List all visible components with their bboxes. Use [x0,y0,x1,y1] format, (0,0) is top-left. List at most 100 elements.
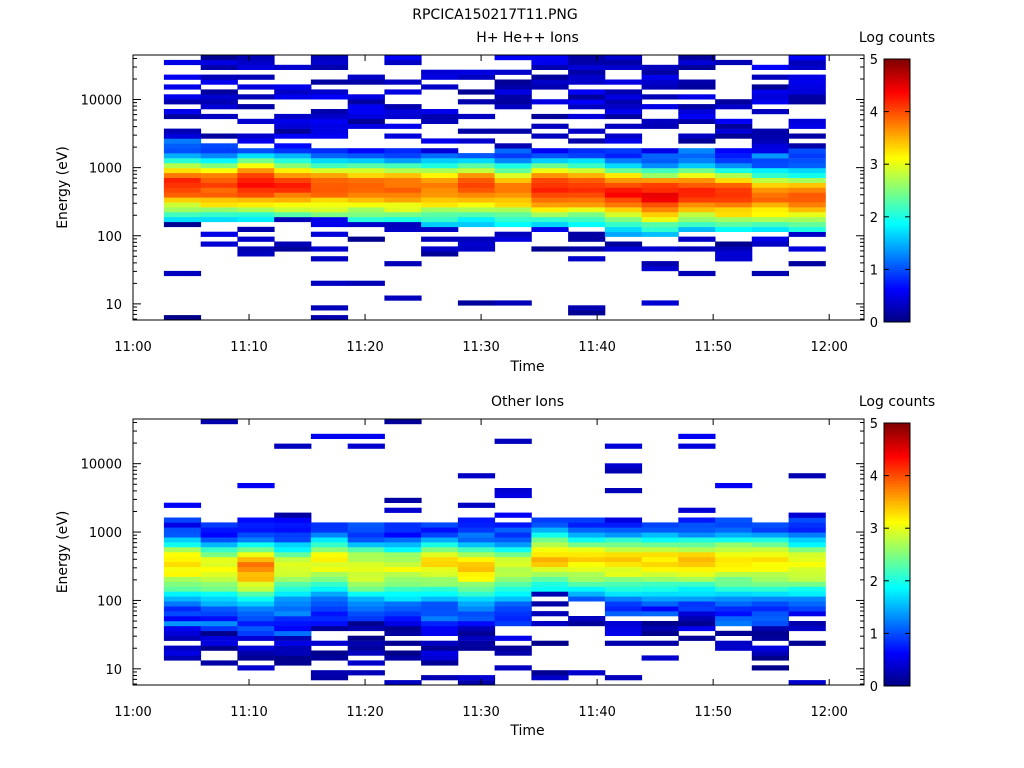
spectrogram-cell [788,148,826,154]
spectrogram-cell [604,547,643,553]
spectrogram-cell [568,532,606,538]
colorbar-segment [884,306,910,310]
spectrogram-cell [421,581,459,587]
spectrogram-cell [457,532,496,538]
spectrogram-cell [347,148,385,154]
spectrogram-cell [163,216,202,223]
spectrogram-cell [274,611,312,617]
spectrogram-cell [421,532,459,538]
spectrogram-cell [604,566,643,572]
spectrogram-cell [531,177,569,183]
spectrogram-cell [751,133,789,139]
spectrogram-cell [421,621,459,627]
spectrogram-cell [641,187,679,193]
spectrogram-cell [384,586,422,592]
spectrogram-cell [200,561,238,568]
spectrogram-cell [384,202,422,208]
spectrogram-cell [457,606,496,612]
colorbar-tick-label: 5 [870,417,878,432]
spectrogram-cell [751,630,789,636]
spectrogram-cell [678,172,716,178]
spectrogram-cell [788,532,826,538]
spectrogram-cell [531,163,569,169]
spectrogram-cell [604,527,643,533]
spectrogram-cell [457,69,496,75]
spectrogram-cell [384,630,422,636]
spectrogram-cell [494,187,532,193]
spectrogram-cell [715,630,753,636]
colorbar-segment [884,475,910,479]
spectrogram-cell [347,212,385,218]
colorbar-segment [884,227,910,231]
spectrogram-cell [604,202,643,208]
colorbar-segment [884,158,910,163]
spectrogram-cell [274,158,312,164]
spectrogram-cell [788,556,826,563]
spectrogram-cell [421,153,459,159]
spectrogram-cell [200,148,238,154]
spectrogram-cell [163,74,202,80]
x-tick-label: 11:10 [230,705,267,720]
colorbar-segment [884,557,910,561]
spectrogram-cell [347,566,385,572]
spectrogram-cell [531,537,569,543]
spectrogram-cell [200,187,238,193]
spectrogram-cell [751,138,789,144]
spectrogram-cell [274,163,312,169]
spectrogram-cell [457,202,496,208]
colorbar-segment [884,145,910,149]
spectrogram-cell [200,64,238,70]
x-tick-label: 11:00 [114,705,151,720]
spectrogram-cell [163,586,202,592]
spectrogram-cell [347,611,385,617]
spectrogram-cell [347,556,385,563]
spectrogram-cell [384,187,422,193]
spectrogram-cell [678,226,716,232]
spectrogram-cell [237,104,275,110]
spectrogram-cell [531,167,569,174]
spectrogram-cell [568,163,606,169]
spectrogram-cell [421,167,459,174]
spectrogram-cell [384,591,422,597]
colorbar-segment [884,512,910,516]
spectrogram-cell [237,561,275,568]
colorbar-segment [884,454,910,458]
colorbar-segment [884,664,910,669]
spectrogram-cell [788,552,826,558]
spectrogram-cell [310,305,349,311]
spectrogram-cell [310,187,349,193]
colorbar-segment [884,646,910,650]
spectrogram-cell [678,212,716,218]
spectrogram-cell [641,561,679,568]
colorbar-segment [884,480,910,484]
spectrogram-cell [604,133,643,139]
spectrogram-cell [274,517,312,523]
spectrogram-cell [788,118,826,124]
spectrogram-cell [568,212,606,218]
spectrogram-cell [421,138,459,144]
spectrogram-cell [494,645,532,651]
spectrogram-cell [604,522,643,528]
spectrogram-cell [237,483,275,489]
spectrogram-cell [788,212,826,218]
spectrogram-cell [604,231,643,237]
spectrogram-cell [421,197,459,203]
spectrogram-cell [200,581,238,587]
spectrogram-cell [384,158,422,164]
spectrogram-cell [641,192,679,198]
colorbar-segment [884,151,910,155]
colorbar-segment [884,169,910,173]
colorbar-segment [884,683,910,687]
spectrogram-cell [274,581,312,587]
spectrogram-cell [641,566,679,572]
spectrogram-cell [751,216,789,223]
spectrogram-cell [310,566,349,572]
spectrogram-cell [421,566,459,572]
spectrogram-cell [641,655,679,661]
spectrogram-cell [788,537,826,543]
colorbar-segment [884,607,910,611]
spectrogram-cell [237,665,275,671]
spectrogram-cell [457,517,496,523]
spectrogram-cell [715,645,753,651]
colorbar-segment [884,314,910,318]
